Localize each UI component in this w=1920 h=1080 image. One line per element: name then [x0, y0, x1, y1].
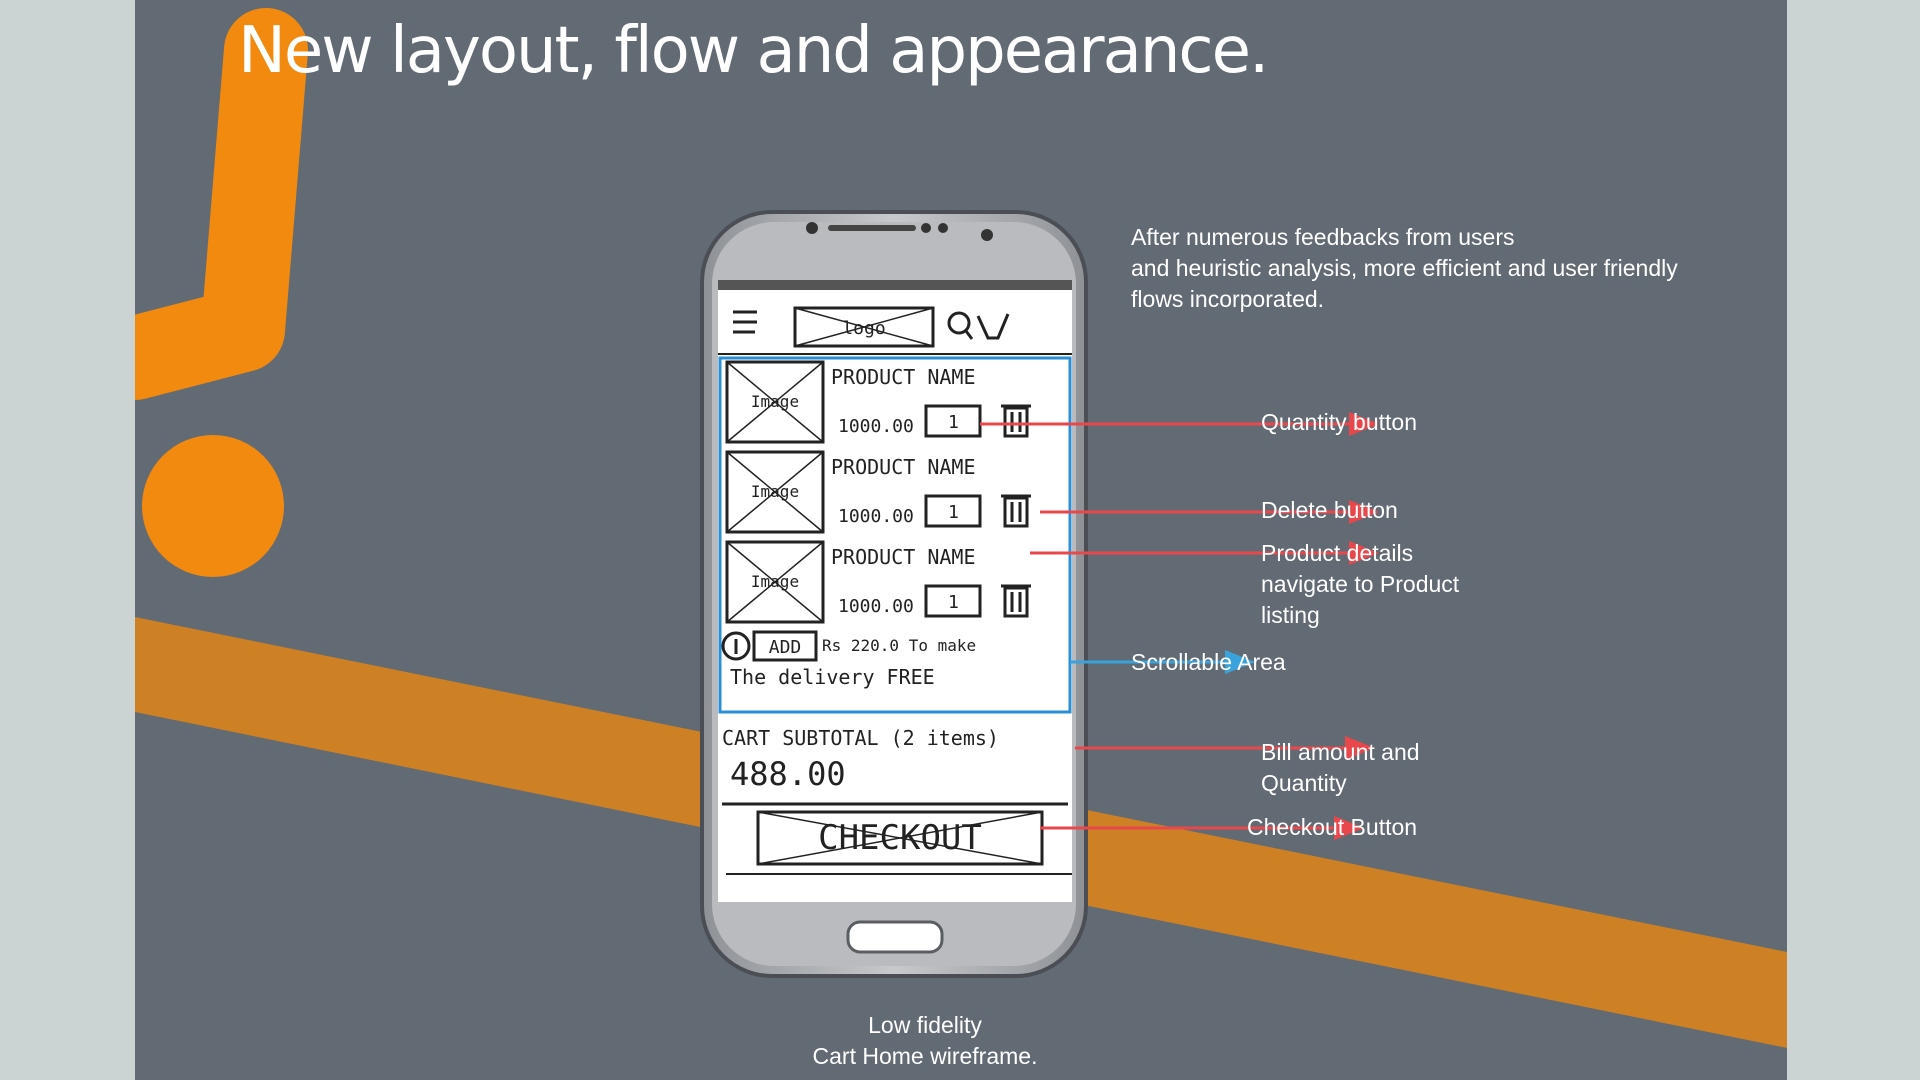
quantity-value: 1 — [948, 502, 959, 523]
product-price: 1000.00 — [838, 596, 914, 617]
speaker-grill — [828, 225, 916, 231]
annotation-line: navigate to Product — [1261, 571, 1460, 597]
product-image-placeholder — [725, 360, 825, 444]
checkout-button: CHECKOUT — [756, 810, 1044, 866]
annotation-quantity: Quantity button — [1261, 409, 1417, 435]
annotation-bill: Bill amount and Quantity — [1261, 737, 1420, 799]
product-name: PRODUCT NAME — [831, 365, 976, 389]
phone-mockup: logo Image PRODUCT NAME 1000.00 1 — [700, 210, 1088, 978]
cart-icon — [976, 313, 1010, 340]
product-image-label: Image — [751, 392, 799, 411]
delete-icon — [1001, 494, 1031, 528]
annotation-line: Bill amount and — [1261, 739, 1420, 765]
menu-icon — [733, 310, 757, 334]
cart-subtotal-value: 488.00 — [730, 755, 846, 793]
front-camera-icon — [981, 229, 993, 241]
quantity-stepper — [924, 404, 982, 438]
caption-line: Low fidelity — [868, 1012, 982, 1038]
caption: Low fidelity Cart Home wireframe. — [635, 1010, 1215, 1072]
status-bar — [718, 280, 1072, 290]
product-row: Image PRODUCT NAME 1000.00 1 — [725, 540, 1031, 624]
page-title: New layout, flow and appearance. — [238, 14, 1269, 88]
quantity-value: 1 — [948, 412, 959, 433]
quantity-stepper — [924, 494, 982, 528]
description-line: After numerous feedbacks from users — [1131, 224, 1515, 250]
quantity-stepper — [924, 584, 982, 618]
product-name: PRODUCT NAME — [831, 455, 976, 479]
phone-screen — [718, 280, 1072, 902]
product-image-label: Image — [751, 482, 799, 501]
add-button — [752, 630, 818, 662]
orange-cart-wheel — [142, 435, 284, 577]
product-price: 1000.00 — [838, 416, 914, 437]
product-price: 1000.00 — [838, 506, 914, 527]
logo-text: logo — [842, 318, 885, 339]
app-header: logo — [718, 306, 1072, 355]
annotation-arrows — [980, 412, 1379, 840]
checkout-arrow — [1040, 816, 1364, 840]
product-image-label: Image — [751, 572, 799, 591]
orange-cart-handle — [135, 8, 308, 400]
sensor-icon — [921, 223, 931, 233]
offer-text: The delivery FREE — [730, 665, 935, 689]
logo-placeholder: logo — [793, 306, 935, 348]
caption-line: Cart Home wireframe. — [812, 1043, 1038, 1069]
product-row: Image PRODUCT NAME 1000.00 1 — [725, 360, 1031, 444]
annotation-product-details: Product details navigate to Product list… — [1261, 538, 1459, 631]
delivery-offer: ADD Rs 220.0 To make The delivery FREE — [721, 630, 976, 689]
description-line: and heuristic analysis, more efficient a… — [1131, 255, 1678, 281]
product-row: Image PRODUCT NAME 1000.00 1 — [725, 450, 1031, 534]
checkout-label: CHECKOUT — [818, 818, 982, 858]
product-name: PRODUCT NAME — [831, 545, 976, 569]
bill-arrow — [1075, 736, 1375, 760]
delete-icon — [1001, 404, 1031, 438]
camera-icon — [806, 222, 818, 234]
quantity-value: 1 — [948, 592, 959, 613]
description: After numerous feedbacks from users and … — [1131, 222, 1731, 315]
scrollable-area-arrow — [1070, 650, 1255, 674]
description-line: flows incorporated. — [1131, 286, 1325, 312]
search-icon — [947, 311, 974, 340]
scrollable-area-highlight — [718, 356, 1072, 714]
info-icon — [721, 631, 751, 661]
delete-icon — [1001, 584, 1031, 618]
home-button — [846, 920, 944, 954]
product-image-placeholder — [725, 540, 825, 624]
annotation-line: Quantity — [1261, 770, 1347, 796]
cart-subtotal-label: CART SUBTOTAL (2 items) — [722, 726, 999, 750]
quantity-arrow — [980, 412, 1379, 436]
delete-arrow — [1040, 500, 1379, 524]
annotation-scrollable: Scrollable Area — [1131, 649, 1286, 675]
annotation-line: Product details — [1261, 540, 1414, 566]
product-image-placeholder — [725, 450, 825, 534]
annotation-delete: Delete button — [1261, 497, 1398, 523]
slide: New layout, flow and appearance. After n… — [135, 0, 1787, 1080]
product-details-arrow — [1030, 541, 1379, 565]
add-button-label: ADD — [769, 637, 802, 658]
annotation-line: listing — [1261, 602, 1320, 628]
sensor-icon — [938, 223, 948, 233]
offer-text: Rs 220.0 To make — [822, 636, 976, 655]
annotation-checkout: Checkout Button — [1247, 814, 1418, 840]
